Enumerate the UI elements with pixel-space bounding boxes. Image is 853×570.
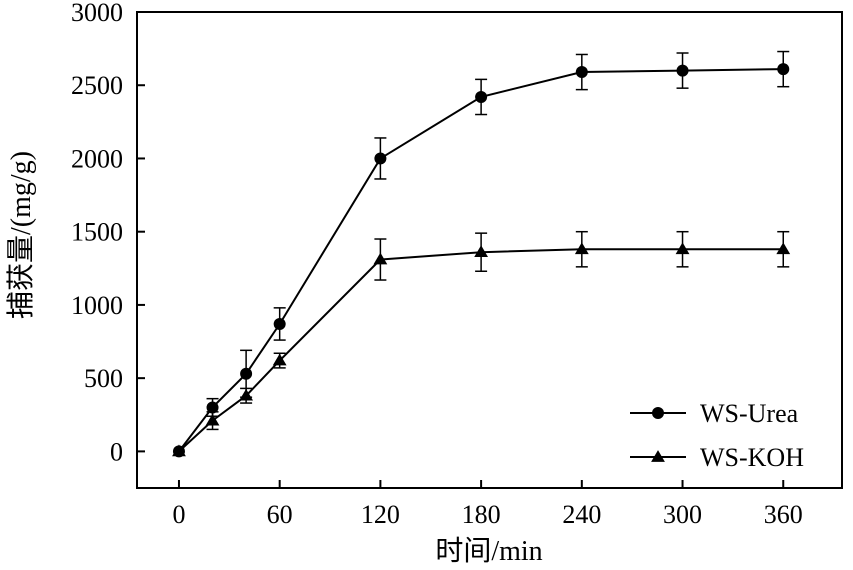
y-tick-label: 500 (84, 364, 123, 393)
x-axis-title: 时间/min (435, 535, 542, 567)
data-point-ws-urea (273, 317, 286, 330)
x-tick-label: 180 (462, 500, 501, 529)
legend-label-ws-koh: WS-KOH (700, 443, 804, 472)
y-tick-label: 0 (110, 437, 123, 466)
data-point-ws-koh (675, 242, 690, 255)
y-axis-ticks: 0 500 1000 1500 2000 2500 3000 (71, 0, 145, 466)
legend-label-ws-urea: WS-Urea (700, 399, 799, 428)
series-ws-koh (172, 230, 791, 457)
x-tick-label: 60 (267, 500, 293, 529)
data-point-ws-urea (676, 64, 689, 77)
x-tick-label: 240 (562, 500, 601, 529)
data-point-ws-koh (574, 242, 589, 255)
data-point-ws-urea (777, 63, 790, 76)
data-point-ws-koh (776, 242, 791, 255)
data-point-ws-urea (206, 401, 219, 414)
x-tick-label: 300 (663, 500, 702, 529)
plot-frame (136, 11, 843, 489)
data-point-ws-urea (575, 66, 588, 79)
legend: WS-Urea WS-KOH (630, 399, 804, 472)
series-layer (172, 50, 791, 458)
y-tick-label: 2500 (71, 71, 123, 100)
y-tick-label: 1000 (71, 291, 123, 320)
data-point-ws-urea (374, 152, 387, 165)
data-point-ws-urea (475, 90, 488, 103)
y-tick-label: 2000 (71, 144, 123, 173)
legend-marker-ws-urea (652, 407, 664, 419)
data-point-ws-koh (172, 444, 186, 457)
y-tick-label: 1500 (71, 218, 123, 247)
y-axis-title: 捕获量/(mg/g) (5, 151, 37, 319)
data-point-ws-koh (205, 413, 220, 426)
data-point-ws-koh (272, 353, 287, 366)
data-point-ws-urea (240, 367, 253, 380)
legend-marker-ws-koh (651, 450, 665, 462)
data-point-ws-koh (474, 245, 489, 258)
data-point-ws-koh (239, 388, 254, 401)
x-tick-label: 0 (172, 500, 185, 529)
data-point-ws-koh (373, 252, 388, 265)
series-line-ws-koh (178, 248, 784, 453)
x-tick-label: 360 (764, 500, 803, 529)
y-tick-label: 3000 (71, 0, 123, 27)
x-axis-ticks: 0 60 120 180 240 300 360 (172, 480, 803, 529)
x-tick-label: 120 (361, 500, 400, 529)
